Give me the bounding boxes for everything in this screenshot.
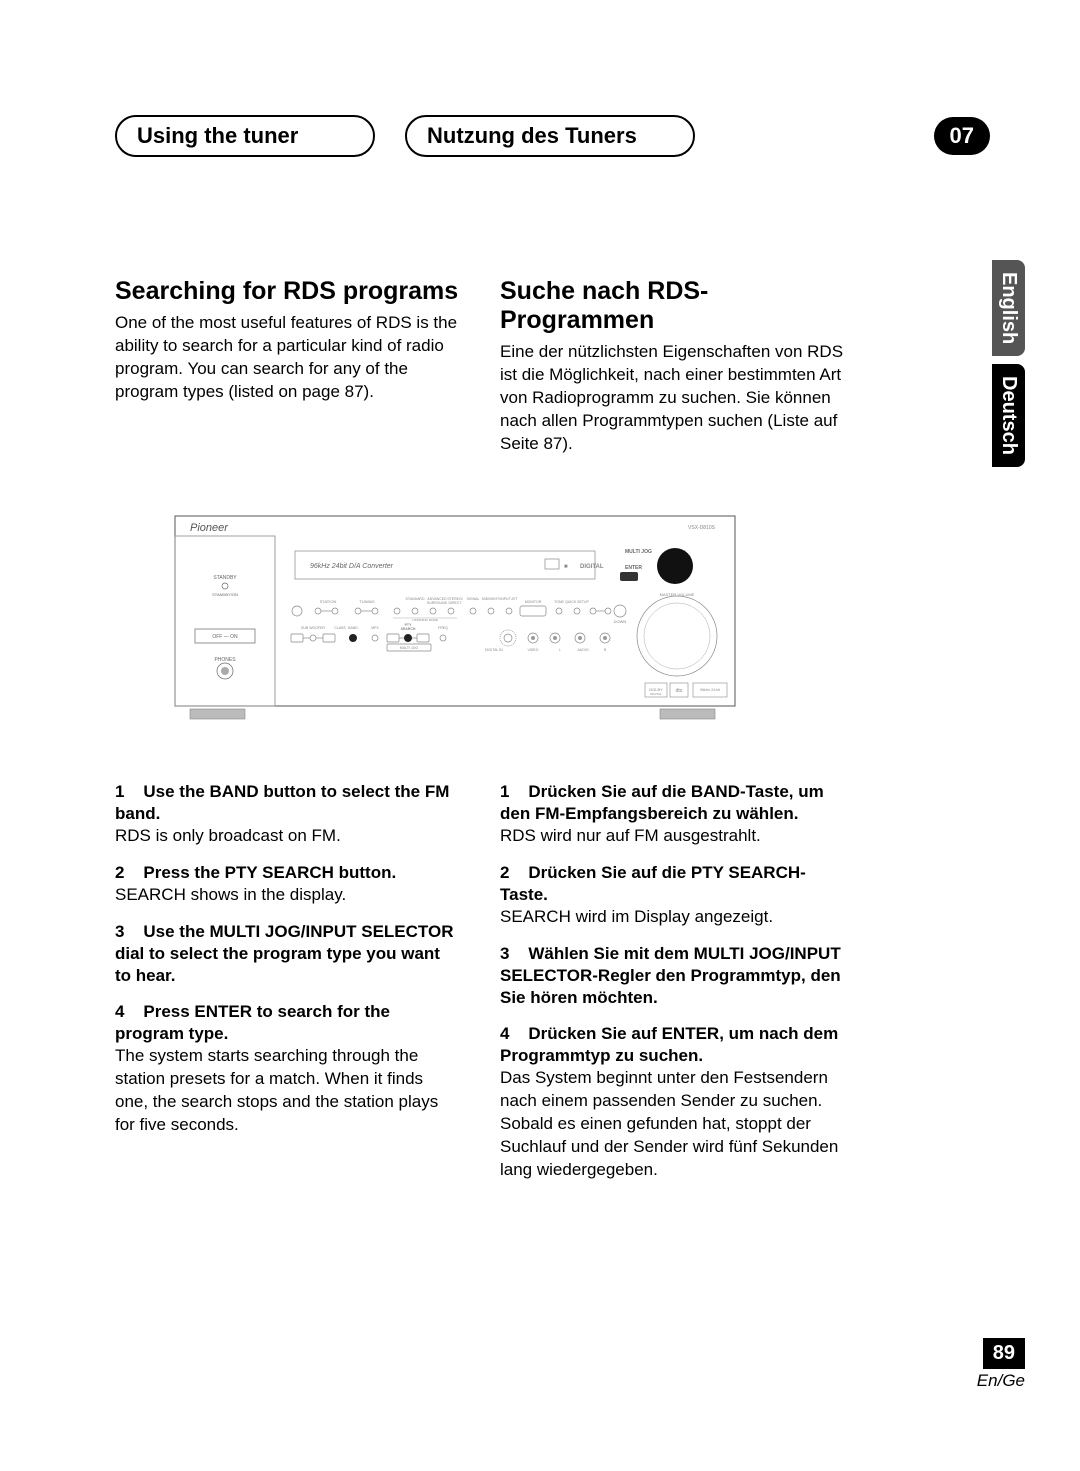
page-lang-code: En/Ge	[977, 1371, 1025, 1391]
english-step-3: 3 Use the MULTI JOG/INPUT SELECTOR dial …	[115, 921, 460, 987]
step-head-text: Use the BAND button to select the FM ban…	[115, 782, 449, 823]
english-steps-column: 1 Use the BAND button to select the FM b…	[115, 781, 460, 1196]
page-number: 89	[983, 1338, 1025, 1369]
english-step-2: 2 Press the PTY SEARCH button. SEARCH sh…	[115, 862, 460, 907]
chapter-header: Using the tuner Nutzung des Tuners 07	[115, 115, 990, 157]
header-tab-english: Using the tuner	[115, 115, 375, 157]
svg-text:ENTER: ENTER	[625, 565, 642, 571]
svg-text:AUDIO: AUDIO	[577, 648, 588, 652]
step-number: 1	[500, 782, 509, 801]
english-heading: Searching for RDS programs	[115, 277, 460, 306]
german-steps-column: 1 Drücken Sie auf die BAND-Taste, um den…	[500, 781, 845, 1196]
svg-text:MPX: MPX	[371, 626, 379, 630]
german-step-3: 3 Wählen Sie mit dem MULTI JOG/INPUT SEL…	[500, 943, 845, 1009]
svg-text:VSX-D810S: VSX-D810S	[688, 525, 716, 531]
steps-columns: 1 Use the BAND button to select the FM b…	[115, 771, 990, 1196]
receiver-svg: STANDBY STANDBY/ON OFF — ON PHONES Pione…	[115, 511, 755, 731]
step-head-text: Drücken Sie auf die BAND-Taste, um den F…	[500, 782, 824, 823]
svg-text:dts: dts	[676, 688, 683, 694]
english-step-4: 4 Press ENTER to search for the program …	[115, 1001, 460, 1137]
svg-text:SIGNAL: SIGNAL	[467, 597, 480, 601]
svg-text:TONE: TONE	[554, 600, 564, 604]
svg-text:STANDBY/ON: STANDBY/ON	[212, 592, 238, 597]
svg-text:R: R	[604, 648, 607, 652]
svg-text:STANDARD: STANDARD	[406, 597, 425, 601]
svg-text:INPUT ATT: INPUT ATT	[500, 597, 518, 601]
svg-text:VIDEO: VIDEO	[528, 648, 539, 652]
svg-text:LISTENING MODE: LISTENING MODE	[412, 618, 438, 622]
svg-text:TUNING: TUNING	[359, 599, 374, 604]
step-body-text: RDS wird nur auf FM ausgestrahlt.	[500, 825, 845, 848]
step-number: 3	[500, 944, 509, 963]
step-body-text: SEARCH shows in the display.	[115, 884, 460, 907]
step-head-text: Press ENTER to search for the program ty…	[115, 1002, 390, 1043]
step-head-text: Drücken Sie auf die PTY SEARCH-Taste.	[500, 863, 806, 904]
svg-text:BAND: BAND	[348, 626, 358, 630]
svg-text:DIGITAL IN: DIGITAL IN	[485, 648, 503, 652]
german-heading: Suche nach RDS-Programmen	[500, 277, 845, 335]
step-head-text: Use the MULTI JOG/INPUT SELECTOR dial to…	[115, 922, 454, 985]
german-step-4: 4 Drücken Sie auf ENTER, um nach dem Pro…	[500, 1023, 845, 1182]
svg-text:MULTI JOG: MULTI JOG	[400, 646, 419, 650]
svg-text:■: ■	[564, 564, 568, 570]
step-number: 1	[115, 782, 124, 801]
svg-text:DOWN: DOWN	[614, 619, 627, 624]
intro-columns: Searching for RDS programs One of the mo…	[115, 277, 990, 456]
svg-text:OFF — ON: OFF — ON	[212, 634, 238, 640]
svg-text:L: L	[559, 648, 561, 652]
svg-text:FREQ: FREQ	[438, 626, 448, 630]
chapter-number-badge: 07	[934, 117, 990, 155]
lang-tab-english: English	[992, 260, 1025, 356]
step-body-text: RDS is only broadcast on FM.	[115, 825, 460, 848]
german-step-2: 2 Drücken Sie auf die PTY SEARCH-Taste. …	[500, 862, 845, 929]
svg-text:DIRECT: DIRECT	[448, 601, 462, 605]
svg-text:SUB WOOFER: SUB WOOFER	[301, 626, 325, 630]
step-number: 4	[115, 1002, 124, 1021]
header-tab-german: Nutzung des Tuners	[405, 115, 695, 157]
step-number: 4	[500, 1024, 509, 1043]
language-side-tabs: English Deutsch	[992, 260, 1025, 475]
english-step-1: 1 Use the BAND button to select the FM b…	[115, 781, 460, 848]
svg-text:96kHz 24bit D/A Converter: 96kHz 24bit D/A Converter	[310, 563, 394, 570]
step-number: 2	[500, 863, 509, 882]
svg-text:SEARCH: SEARCH	[401, 627, 416, 631]
svg-text:SURROUND: SURROUND	[427, 601, 448, 605]
step-number: 3	[115, 922, 124, 941]
svg-text:PHONES: PHONES	[214, 657, 236, 663]
brand-text: Pioneer	[190, 522, 229, 534]
step-head-text: Drücken Sie auf ENTER, um nach dem Progr…	[500, 1024, 838, 1065]
svg-text:MULTI JOG: MULTI JOG	[625, 549, 652, 555]
page-number-block: 89 En/Ge	[977, 1338, 1025, 1391]
english-intro-text: One of the most useful features of RDS i…	[115, 312, 460, 404]
svg-text:96kHz 24-bit: 96kHz 24-bit	[700, 688, 720, 692]
step-head-text: Press the PTY SEARCH button.	[143, 863, 396, 882]
svg-text:QUICK SETUP: QUICK SETUP	[565, 600, 589, 604]
step-body-text: The system starts searching through the …	[115, 1045, 460, 1137]
lang-tab-deutsch: Deutsch	[992, 364, 1025, 467]
svg-text:DIGITAL: DIGITAL	[650, 692, 662, 696]
german-intro-text: Eine der nützlichsten Eigenschaften von …	[500, 341, 845, 456]
standby-label: STANDBY	[213, 575, 237, 581]
svg-text:MONITOR: MONITOR	[525, 600, 542, 604]
svg-text:CLASS: CLASS	[334, 626, 346, 630]
english-intro-column: Searching for RDS programs One of the mo…	[115, 277, 460, 456]
svg-text:STATION: STATION	[320, 599, 337, 604]
svg-text:MIDNIGHT/: MIDNIGHT/	[482, 597, 500, 601]
step-body-text: SEARCH wird im Display angezeigt.	[500, 906, 845, 929]
receiver-front-panel-figure: STANDBY STANDBY/ON OFF — ON PHONES Pione…	[115, 511, 755, 731]
svg-text:DIGITAL: DIGITAL	[580, 564, 604, 570]
step-number: 2	[115, 863, 124, 882]
step-head-text: Wählen Sie mit dem MULTI JOG/INPUT SELEC…	[500, 944, 841, 1007]
german-intro-column: Suche nach RDS-Programmen Eine der nützl…	[500, 277, 845, 456]
german-step-1: 1 Drücken Sie auf die BAND-Taste, um den…	[500, 781, 845, 848]
step-body-text: Das System beginnt unter den Festsendern…	[500, 1067, 845, 1182]
